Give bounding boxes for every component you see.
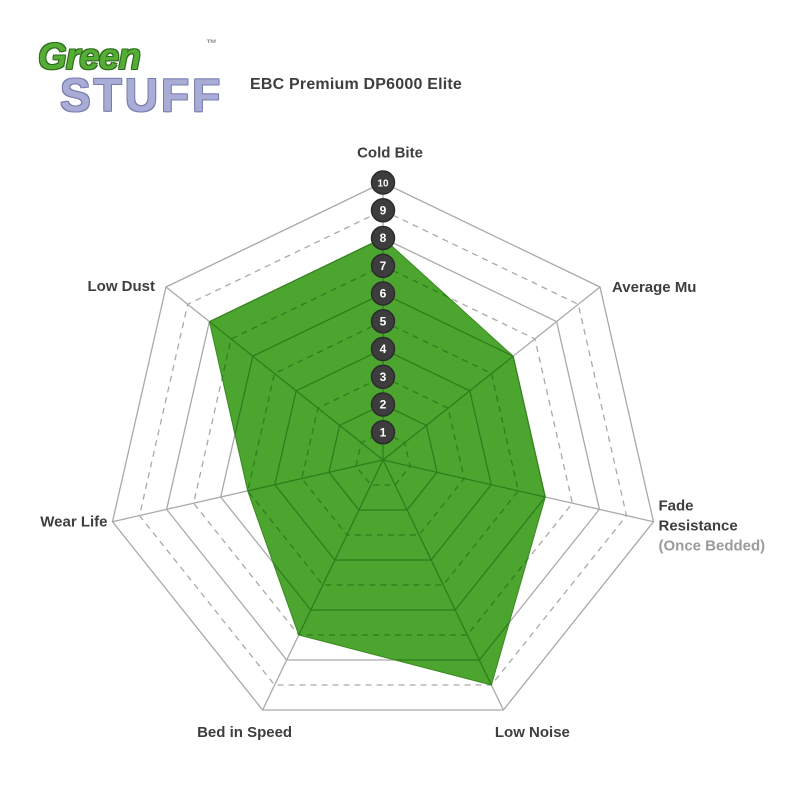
scale-tick-number-6: 6 xyxy=(380,287,387,301)
greenstuff-logo: Green STUFF ™ xyxy=(38,30,228,140)
axis-label-average-mu: Average Mu xyxy=(612,279,696,296)
axis-label-low-noise: Low Noise xyxy=(495,724,570,741)
scale-tick-circle-2 xyxy=(370,392,396,417)
axis-labels: Cold Bite Average Mu Fade Resistance (Once B… xyxy=(40,145,765,742)
scale-tick-number-8: 8 xyxy=(380,231,387,245)
scale-tick-number-4: 4 xyxy=(380,342,387,356)
scale-ticks: 1 2 3 4 5 6 7 8 9 10 xyxy=(370,170,396,445)
logo-word-green: Green xyxy=(38,36,141,77)
scale-tick-number-9: 9 xyxy=(380,203,387,217)
scale-tick-circle-9 xyxy=(370,198,396,223)
scale-tick-number-1: 1 xyxy=(380,425,387,439)
scale-tick-circle-1 xyxy=(370,420,396,445)
scale-tick-circle-5 xyxy=(370,309,396,334)
axis-label-low-dust: Low Dust xyxy=(88,278,156,295)
scale-tick-circle-7 xyxy=(370,253,396,279)
scale-tick-number-3: 3 xyxy=(380,370,387,384)
chart-title: EBC Premium DP6000 Elite xyxy=(250,76,462,93)
scale-tick-circle-4 xyxy=(370,336,396,362)
scale-tick-number-7: 7 xyxy=(380,259,387,273)
logo-word-stuff: STUFF xyxy=(60,69,224,121)
scale-tick-circle-3 xyxy=(370,364,396,390)
trademark-symbol: ™ xyxy=(206,38,217,50)
scale-tick-circle-10 xyxy=(370,170,396,195)
axis-label-wear-life: Wear Life xyxy=(40,514,107,531)
scale-tick-circle-6 xyxy=(370,281,396,306)
axis-label-cold-bite: Cold Bite xyxy=(357,145,423,162)
scale-tick-number-5: 5 xyxy=(380,314,387,328)
scale-tick-number-10: 10 xyxy=(377,179,389,190)
axis-label-fade-resistance: Fade Resistance (Once Bedded) xyxy=(659,498,766,555)
scale-tick-circle-8 xyxy=(370,225,396,251)
scale-tick-number-2: 2 xyxy=(380,398,387,412)
axis-label-bed-in-speed: Bed in Speed xyxy=(197,724,292,741)
